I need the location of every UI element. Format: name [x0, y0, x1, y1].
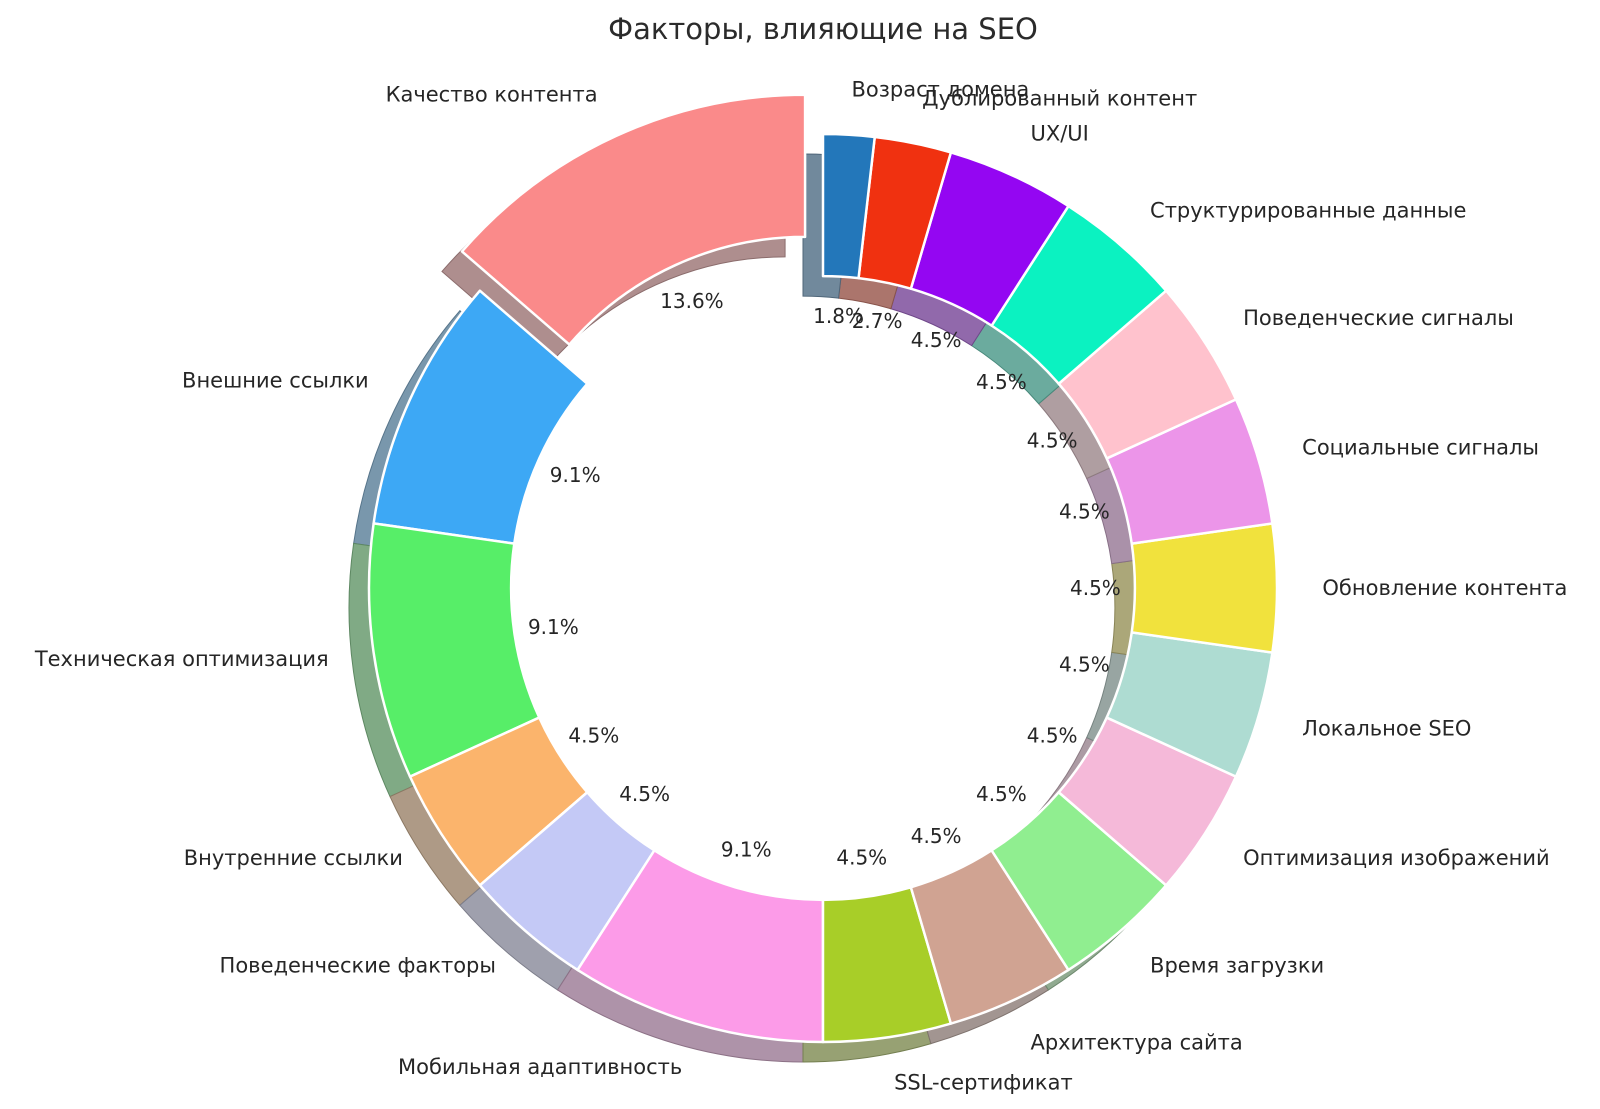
slice-label-6: SSL-сертификат — [894, 1070, 1073, 1094]
pct-label-11: 4.5% — [1070, 576, 1121, 600]
pct-label-1: 9.1% — [550, 463, 601, 487]
pie-slice-0 — [460, 93, 807, 346]
pct-label-13: 4.5% — [1027, 429, 1078, 453]
slice-label-14: Структурированные данные — [1150, 199, 1466, 223]
pie-slice-11 — [1130, 522, 1279, 654]
pie-slice-17 — [821, 132, 877, 280]
pie-slices-layer — [367, 93, 1279, 1044]
pct-label-10: 4.5% — [1059, 653, 1110, 677]
slice-label-10: Локальное SEO — [1302, 717, 1471, 741]
slice-label-3: Внутренние ссылки — [184, 846, 403, 870]
slice-label-9: Оптимизация изображений — [1243, 846, 1550, 870]
slice-label-4: Поведенческие факторы — [220, 953, 496, 977]
slice-label-16: Дублированный контент — [922, 87, 1197, 111]
slice-label-1: Внешние ссылки — [182, 369, 369, 393]
slice-label-5: Мобильная адаптивность — [398, 1055, 682, 1079]
pct-label-0: 13.6% — [660, 289, 724, 313]
pct-label-3: 4.5% — [568, 723, 619, 747]
pct-label-8: 4.5% — [976, 782, 1027, 806]
pct-label-6: 4.5% — [836, 846, 887, 870]
slice-label-13: Поведенческие сигналы — [1243, 306, 1514, 330]
pct-label-14: 4.5% — [976, 370, 1027, 394]
pct-label-2: 9.1% — [528, 615, 579, 639]
pct-label-16: 2.7% — [852, 309, 903, 333]
pct-label-15: 4.5% — [911, 328, 962, 352]
slice-labels-layer: Качество контента Внешние ссылки Техническ… — [34, 77, 1568, 1094]
slice-label-15: UX/UI — [1030, 122, 1088, 146]
slice-label-0: Качество контента — [386, 82, 598, 106]
slice-label-7: Архитектура сайта — [1030, 1030, 1242, 1054]
pct-label-9: 4.5% — [1027, 723, 1078, 747]
pct-label-17: 1.8% — [813, 304, 864, 328]
pct-label-7: 4.5% — [911, 824, 962, 848]
slice-label-2: Техническая оптимизация — [34, 647, 329, 671]
pct-label-5: 9.1% — [721, 837, 772, 861]
slice-label-11: Обновление контента — [1322, 576, 1567, 600]
chart-title: Факторы, влияющие на SEO — [608, 12, 1038, 46]
pct-labels-layer: 13.6% 9.1% 9.1% 4.5% 4.5% 9.1% 4.5% 4.5% 4.5% 4.5… — [528, 289, 1121, 870]
slice-label-12: Социальные сигналы — [1302, 435, 1539, 459]
pct-label-12: 4.5% — [1059, 499, 1110, 523]
pct-label-4: 4.5% — [619, 782, 670, 806]
slice-label-8: Время загрузки — [1150, 953, 1324, 977]
slice-label-17: Возраст домена — [852, 77, 1030, 101]
